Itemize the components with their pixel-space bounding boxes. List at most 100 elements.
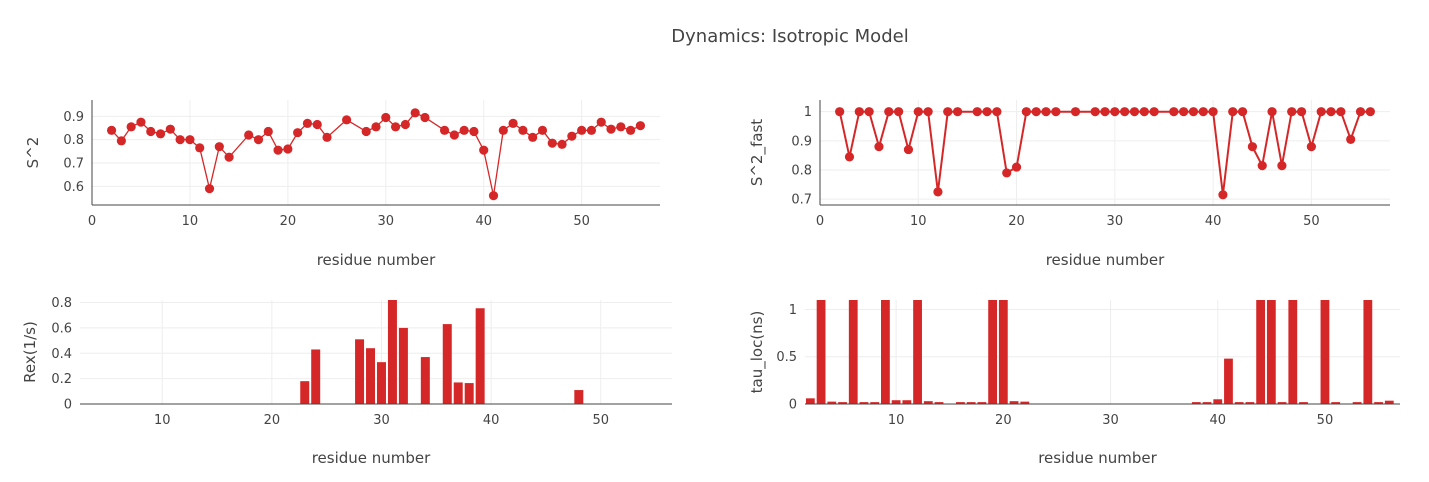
data-point [371,122,381,132]
data-point [894,107,904,117]
bar [1320,300,1330,404]
data-point [1100,107,1110,117]
data-point [361,126,371,137]
data-point [469,126,479,137]
bar [966,402,976,404]
y-axis-title: Rex(1/s) [21,321,39,383]
bar [881,300,890,404]
data-point [449,130,459,140]
data-point [342,115,352,125]
subplot-tauloc: 0 0.5 1 10 20 30 40 50 residue number tau_loc(ns) [748,300,1400,467]
bar [913,300,922,404]
data-point [844,152,855,162]
x-axis-title: residue number [1046,251,1165,269]
data-point [381,112,391,123]
data-point [1120,107,1130,117]
data-point [283,144,293,154]
y-tick-label: 0.6 [51,321,72,336]
x-tick-label: 10 [888,413,905,428]
bar [453,382,463,404]
data-point [253,135,264,145]
data-point [1070,107,1081,117]
y-tick-label: 1 [789,303,797,318]
data-point [1336,107,1346,117]
x-axis-title: residue number [1038,449,1157,467]
data-point [1365,107,1375,117]
data-point [1218,190,1228,200]
data-point [557,139,567,149]
data-point [528,132,538,142]
x-tick-label: 0 [88,214,96,229]
y-tick-label: 0.9 [63,110,84,125]
x-tick-label: 50 [1317,413,1334,428]
x-tick-label: 20 [1008,214,1025,229]
bar [355,339,365,404]
figure-title: Dynamics: Isotropic Model [671,26,908,47]
data-point [606,124,616,134]
data-point [923,107,933,117]
data-point [136,117,146,127]
bar [816,300,826,404]
data-point [488,191,499,201]
data-point [1031,107,1041,117]
data-point [992,107,1002,117]
data-point [214,142,224,152]
data-point [1139,107,1149,117]
bar [366,348,376,404]
data-point [116,136,126,146]
bar [574,390,584,404]
data-point [244,130,254,140]
data-point [1287,107,1297,117]
bar [1352,402,1362,404]
y-tick-label: 0.7 [791,193,812,208]
x-tick-label: 20 [995,413,1012,428]
bar [1331,402,1341,404]
data-point [933,187,943,197]
data-point [1326,107,1336,117]
data-point [400,119,410,130]
x-axis-title: residue number [317,251,436,269]
data-point [586,125,597,135]
data-point [185,135,195,145]
data-point [195,143,205,153]
y-tick-label: 0.6 [63,180,84,195]
data-point [547,138,557,148]
bar [902,400,912,404]
bar [1363,300,1373,404]
data-point [943,107,953,117]
x-tick-label: 50 [592,413,609,428]
data-point [972,107,982,117]
data-point [1169,107,1179,117]
data-point [1355,107,1366,117]
x-tick-label: 30 [378,214,395,229]
y-tick-label: 0.8 [791,164,812,179]
y-tick-label: 0 [64,398,72,413]
data-point [165,124,175,134]
data-point [1237,107,1248,117]
x-tick-label: 40 [483,413,500,428]
data-point [1296,107,1307,117]
bar [1277,402,1287,404]
data-point [1257,161,1267,171]
data-point [1041,107,1051,117]
y-tick-label: 0.7 [63,157,84,172]
data-point [322,132,332,142]
x-tick-label: 30 [1102,413,1119,428]
bar [934,402,944,404]
bar [998,300,1008,404]
x-tick-label: 30 [373,413,390,428]
bar [1256,300,1266,404]
data-point [293,128,303,138]
data-point [518,125,528,135]
bar [464,383,474,404]
bar [420,357,430,404]
data-point [854,107,864,117]
data-point [420,112,430,123]
x-tick-label: 40 [1205,214,1222,229]
data-point [390,122,401,132]
data-point [1247,142,1258,152]
bar [1299,402,1308,404]
bar [923,401,933,404]
bar [376,362,386,404]
